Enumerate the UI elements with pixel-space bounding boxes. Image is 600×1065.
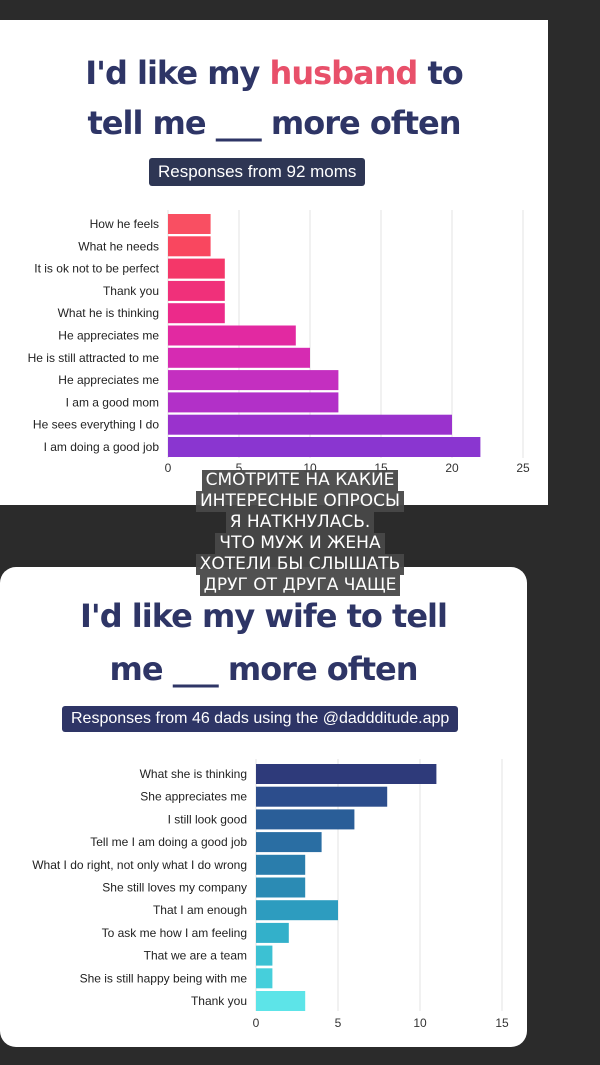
chart2-subtitle-badge: Responses from 46 dads using the @dadddi… <box>62 706 459 732</box>
bar <box>256 854 306 875</box>
category-label: It is ok not to be perfect <box>34 262 159 276</box>
category-label: What he needs <box>78 239 159 253</box>
tick-label: 0 <box>165 461 172 475</box>
chart1-title-part2: to <box>417 54 463 92</box>
bar <box>168 392 339 413</box>
category-label: He appreciates me <box>58 373 159 387</box>
tick-label: 10 <box>413 1016 427 1030</box>
category-label: He sees everything I do <box>33 418 159 432</box>
category-label: I still look good <box>168 812 247 826</box>
caption-line: Я НАТКНУЛАСЬ. <box>225 512 375 533</box>
category-label: I am a good mom <box>66 395 159 409</box>
category-label: She appreciates me <box>140 790 247 804</box>
category-label: That I am enough <box>153 903 247 917</box>
category-label: Tell me I am doing a good job <box>90 835 247 849</box>
category-label: He appreciates me <box>58 329 159 343</box>
category-label: Thank you <box>103 284 159 298</box>
russian-caption-overlay: СМОТРИТЕ НА КАКИЕ ИНТЕРЕСНЫЕ ОПРОСЫ Я НА… <box>0 470 600 596</box>
category-label: I am doing a good job <box>44 440 160 454</box>
caption-line: ДРУГ ОТ ДРУГА ЧАЩЕ <box>199 575 401 596</box>
bar <box>168 236 211 257</box>
chart2-title-line1: I'd like my wife to tell <box>80 597 448 635</box>
bar <box>168 414 452 435</box>
tick-label: 25 <box>516 461 530 475</box>
bar <box>256 900 338 921</box>
caption-line: ХОТЕЛИ БЫ СЛЫШАТЬ <box>195 554 405 575</box>
bar <box>256 786 388 807</box>
chart1-title-accent: husband <box>269 54 419 92</box>
caption-line: ИНТЕРЕСНЫЕ ОПРОСЫ <box>195 491 405 512</box>
bar <box>168 214 211 234</box>
tick-label: 15 <box>495 1016 509 1030</box>
bar <box>168 325 296 346</box>
chart1-title-part1: I'd like my <box>85 54 270 92</box>
bar <box>256 968 273 989</box>
bar <box>256 809 355 830</box>
chart1-title-line2: tell me ___ more often <box>87 104 461 142</box>
bar <box>256 832 322 853</box>
category-label: How he feels <box>90 217 159 231</box>
category-label: Thank you <box>191 994 247 1008</box>
bar <box>256 991 306 1011</box>
caption-line: ЧТО МУЖ И ЖЕНА <box>215 533 385 554</box>
chart2-bar-chart: What she is thinking She appreciates me I … <box>32 759 509 1030</box>
category-label: To ask me how I am feeling <box>102 926 247 940</box>
wife-chart-card: I'd like my wife to tell me ___ more oft… <box>0 567 527 1047</box>
bar <box>256 945 273 966</box>
chart1-subtitle-badge: Responses from 92 moms <box>149 158 366 186</box>
bar <box>168 303 225 324</box>
tick-label: 5 <box>335 1016 342 1030</box>
tick-label: 5 <box>236 461 243 475</box>
bar <box>256 764 437 784</box>
category-label: What I do right, not only what I do wron… <box>32 858 247 872</box>
category-label: What he is thinking <box>58 306 159 320</box>
chart2-title-line2: me ___ more often <box>109 650 419 688</box>
caption-line: СМОТРИТЕ НА КАКИЕ <box>201 470 399 491</box>
category-label: What she is thinking <box>140 767 247 781</box>
bar <box>168 347 310 368</box>
bar <box>168 437 481 457</box>
category-label: She still loves my company <box>102 881 247 895</box>
bar <box>168 258 225 279</box>
bar <box>168 370 339 391</box>
bar <box>168 280 225 301</box>
bar <box>256 922 289 943</box>
bar <box>256 877 306 898</box>
category-label: That we are a team <box>144 949 247 963</box>
husband-chart-card: I'd like my husband to tell me ___ more … <box>0 20 548 505</box>
category-label: He is still attracted to me <box>28 351 160 365</box>
chart1-title-line1: I'd like my husband to <box>0 54 548 92</box>
tick-label: 0 <box>253 1016 260 1030</box>
chart1-bar-chart: How he feels What he needs It is ok not to… <box>28 210 530 475</box>
tick-label: 20 <box>445 461 459 475</box>
category-label: She is still happy being with me <box>80 971 248 985</box>
